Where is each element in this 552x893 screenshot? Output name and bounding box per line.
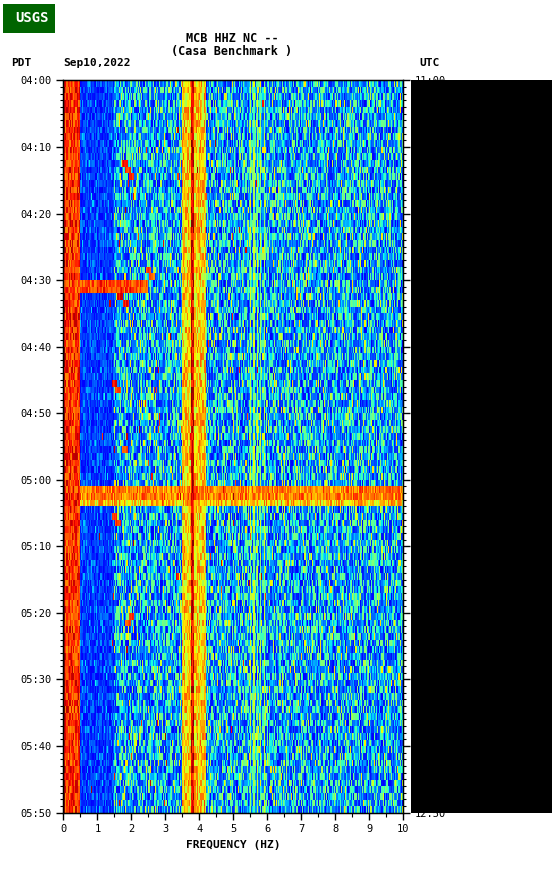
Text: PDT: PDT [11, 57, 31, 68]
X-axis label: FREQUENCY (HZ): FREQUENCY (HZ) [186, 840, 280, 850]
Text: Sep10,2022: Sep10,2022 [63, 57, 131, 68]
Text: UTC: UTC [420, 57, 440, 68]
Text: MCB HHZ NC --: MCB HHZ NC -- [185, 32, 278, 45]
Text: (Casa Benchmark ): (Casa Benchmark ) [171, 46, 293, 58]
Text: USGS: USGS [15, 12, 49, 25]
